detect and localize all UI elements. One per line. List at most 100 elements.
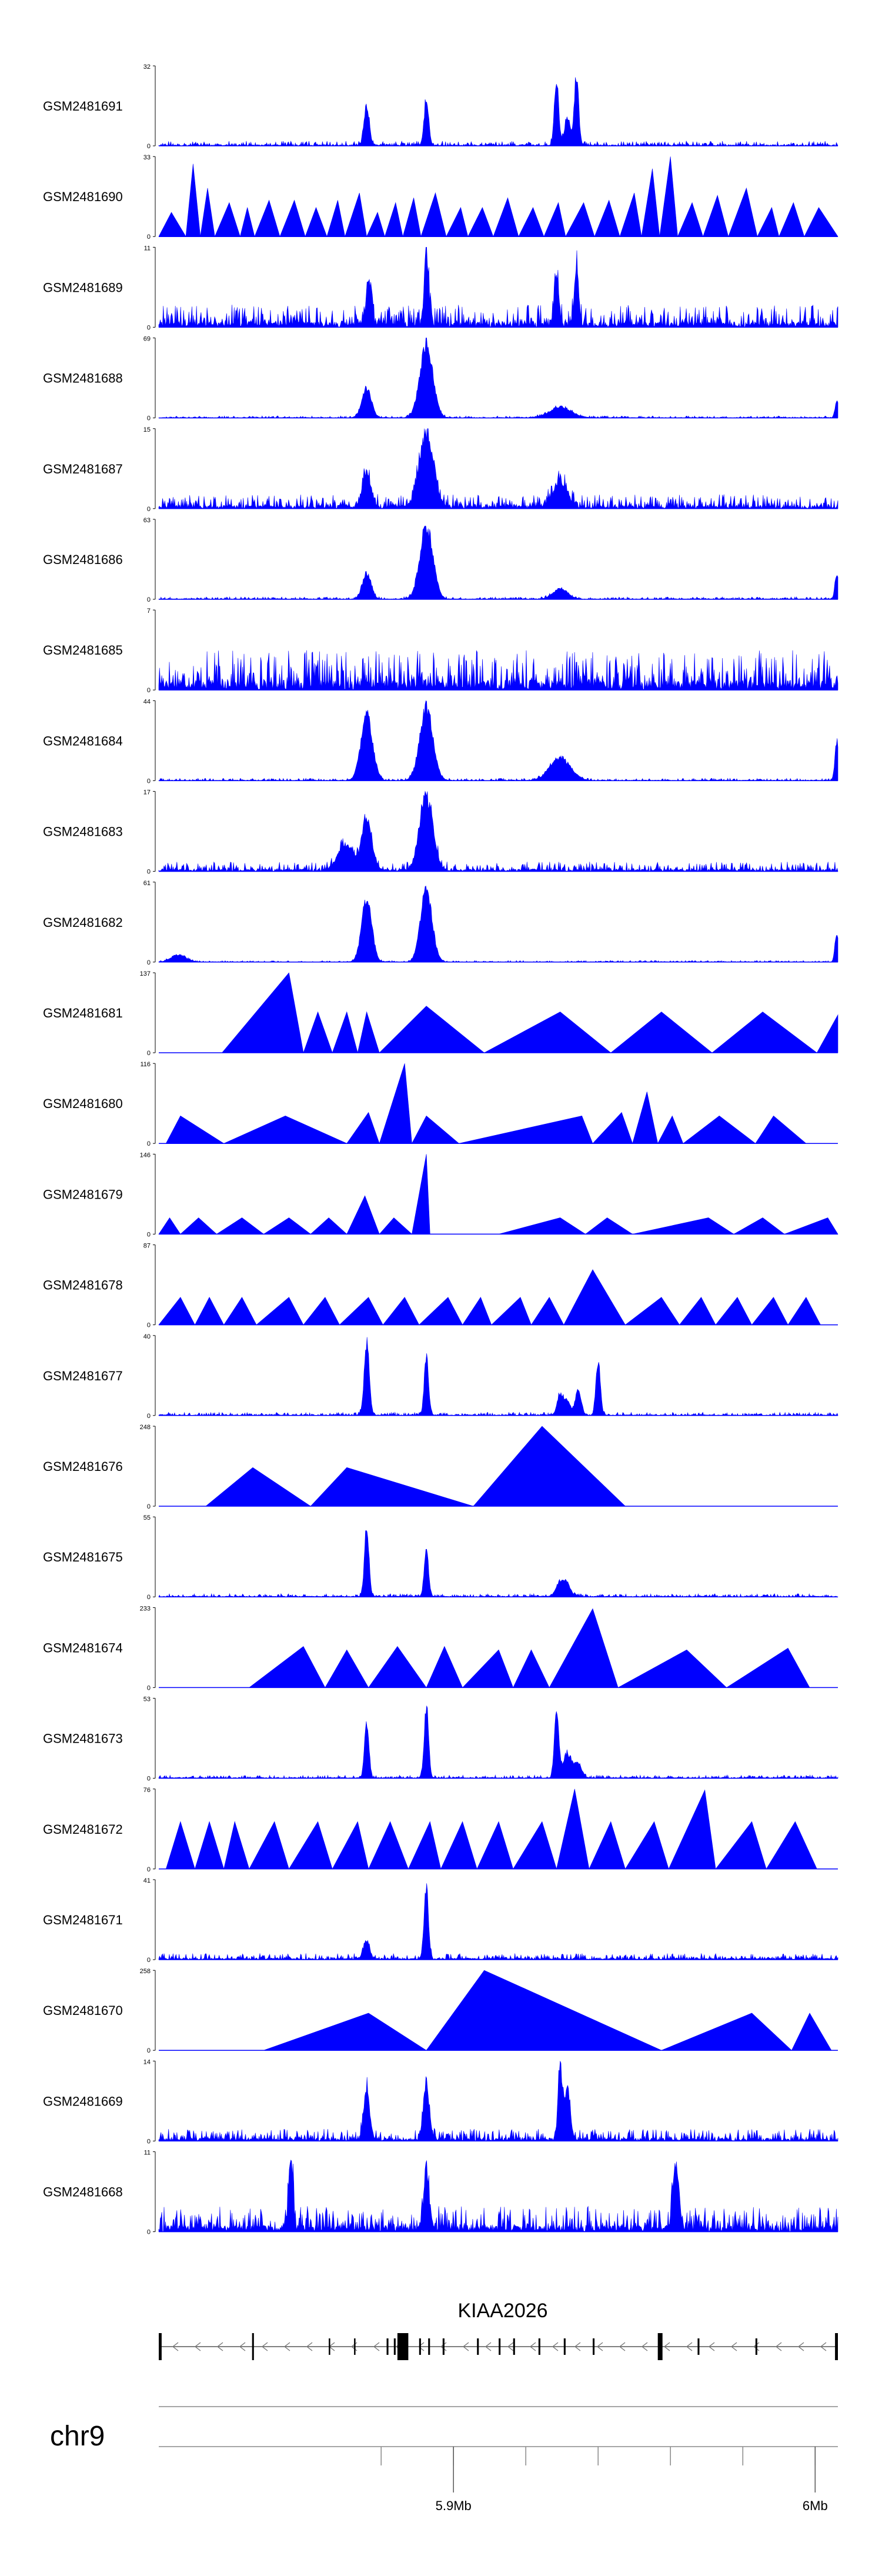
track-label: GSM2481677 (43, 1369, 123, 1383)
coverage-tracks: GSM2481691320GSM2481690330GSM2481689110G… (43, 64, 838, 2236)
track-label: GSM2481676 (43, 1459, 123, 1474)
strand-arrow (283, 2342, 290, 2351)
y-max-label: 61 (143, 880, 151, 887)
y-max-label: 146 (140, 1152, 151, 1159)
coverage-area (158, 338, 838, 419)
coverage-area (165, 1788, 817, 1870)
track-label: GSM2481669 (43, 2094, 123, 2108)
coverage-area (158, 1337, 838, 1416)
y-zero-label: 0 (147, 506, 151, 513)
y-max-label: 55 (143, 1514, 151, 1521)
track-label: GSM2481684 (43, 733, 123, 748)
strand-arrow (663, 2342, 670, 2351)
y-zero-label: 0 (147, 1957, 151, 1964)
track-GSM2481678: GSM2481678 87 0 (43, 1243, 838, 1329)
exon (538, 2338, 540, 2355)
y-max-label: 69 (143, 336, 151, 343)
exon (697, 2338, 700, 2355)
coverage-area (158, 790, 838, 872)
y-max-label: 11 (144, 245, 151, 252)
y-max-label: 14 (143, 2058, 151, 2066)
y-max-label: 233 (140, 1605, 151, 1612)
strand-arrow (194, 2342, 201, 2351)
coverage-area (158, 428, 838, 509)
strand-arrow (574, 2342, 581, 2351)
y-max-label: 7 (147, 608, 151, 615)
track-GSM2481669: GSM2481669 14 0 (43, 2058, 838, 2145)
y-zero-label: 0 (147, 415, 151, 422)
exon (393, 2338, 396, 2355)
strand-arrow (306, 2342, 313, 2351)
y-zero-label: 0 (147, 324, 151, 331)
track-GSM2481681: GSM2481681 137 0 (43, 970, 838, 1057)
y-zero-label: 0 (147, 1140, 151, 1147)
exon (252, 2333, 254, 2360)
track-GSM2481688: GSM2481688 69 0 (43, 336, 838, 422)
coverage-area (158, 2061, 838, 2142)
track-GSM2481682: GSM2481682 61 0 (43, 880, 838, 966)
y-zero-label: 0 (147, 1866, 151, 1873)
exon (513, 2338, 515, 2355)
coverage-area (158, 247, 838, 328)
track-GSM2481679: GSM2481679 146 0 (43, 1152, 838, 1238)
track-label: GSM2481690 (43, 189, 123, 204)
strand-arrow (775, 2342, 782, 2351)
track-GSM2481675: GSM2481675 55 0 (43, 1514, 838, 1601)
track-label: GSM2481688 (43, 371, 123, 386)
y-zero-label: 0 (147, 1322, 151, 1329)
exon (835, 2333, 838, 2360)
y-max-label: 32 (143, 64, 151, 71)
gene-label: KIAA2026 (457, 2300, 547, 2322)
y-zero-label: 0 (147, 2138, 151, 2145)
track-label: GSM2481671 (43, 1913, 123, 1927)
y-zero-label: 0 (147, 1594, 151, 1601)
coverage-area (158, 77, 838, 146)
track-label: GSM2481675 (43, 1550, 123, 1564)
exon (477, 2338, 479, 2355)
exon (428, 2338, 430, 2355)
track-GSM2481691: GSM2481691 32 0 (43, 64, 838, 150)
coverage-area (158, 650, 838, 690)
y-max-label: 248 (140, 1424, 151, 1431)
y-max-label: 40 (143, 1333, 151, 1340)
track-label: GSM2481691 (43, 99, 123, 114)
axis-tick-label: 6Mb (803, 2498, 828, 2513)
track-label: GSM2481681 (43, 1006, 123, 1020)
track-GSM2481687: GSM2481687 15 0 (43, 426, 838, 513)
track-GSM2481677: GSM2481677 40 0 (43, 1333, 838, 1420)
exon (386, 2338, 389, 2355)
axis-tick-label: 5.9Mb (436, 2498, 472, 2513)
exon (593, 2338, 595, 2355)
coverage-area (248, 1608, 810, 1689)
track-GSM2481690: GSM2481690 33 0 (43, 154, 838, 241)
track-label: GSM2481685 (43, 643, 123, 658)
track-GSM2481676: GSM2481676 248 0 (43, 1424, 838, 1510)
track-GSM2481672: GSM2481672 76 0 (43, 1787, 838, 1873)
y-max-label: 15 (143, 426, 151, 433)
track-GSM2481689: GSM2481689 11 0 (43, 245, 838, 331)
coverage-area (158, 1883, 838, 1961)
strand-arrow (552, 2342, 559, 2351)
track-GSM2481668: GSM2481668 11 0 (43, 2150, 838, 2236)
strand-arrow (417, 2342, 425, 2351)
coverage-area (158, 1706, 838, 1779)
track-label: GSM2481682 (43, 915, 123, 930)
strand-arrow (440, 2342, 447, 2351)
gene-model-track: KIAA2026 (159, 2300, 838, 2360)
coverage-area (158, 700, 838, 782)
track-label: GSM2481679 (43, 1187, 123, 1202)
track-GSM2481686: GSM2481686 63 0 (43, 517, 838, 603)
strand-arrow (708, 2342, 715, 2351)
y-max-label: 258 (140, 1968, 151, 1975)
y-max-label: 137 (140, 970, 151, 977)
strand-arrow (753, 2342, 760, 2351)
strand-arrow (797, 2342, 804, 2351)
track-label: GSM2481674 (43, 1640, 123, 1655)
strand-arrow (485, 2342, 492, 2351)
y-max-label: 33 (143, 154, 151, 161)
strand-arrow (239, 2342, 246, 2351)
track-GSM2481671: GSM2481671 41 0 (43, 1877, 838, 1964)
strand-arrow (507, 2342, 514, 2351)
y-max-label: 87 (143, 1243, 151, 1250)
